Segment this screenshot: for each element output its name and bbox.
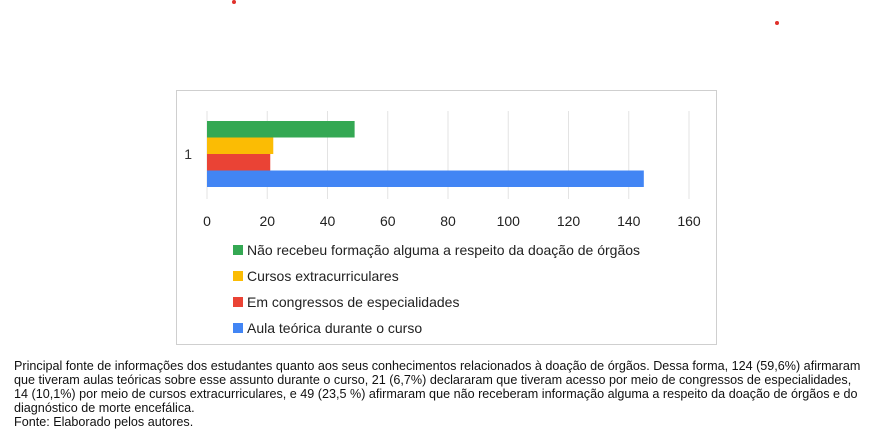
x-tick-label: 160 <box>677 213 701 229</box>
legend-swatch <box>233 297 243 307</box>
legend-item: Em congressos de especialidades <box>233 289 640 315</box>
bar-2 <box>207 137 274 154</box>
x-tick-label: 20 <box>259 213 275 229</box>
legend-item: Não recebeu formação alguma a respeito d… <box>233 237 640 263</box>
x-tick-label: 120 <box>557 213 581 229</box>
legend-swatch <box>233 245 243 255</box>
figure-caption: Principal fonte de informações dos estud… <box>14 359 864 429</box>
x-tick-label: 40 <box>320 213 336 229</box>
legend-swatch <box>233 323 243 333</box>
bar-3 <box>207 154 271 171</box>
red-marker-dot <box>775 21 779 25</box>
legend-item: Cursos extracurriculares <box>233 263 640 289</box>
chart-frame: 0 20 40 60 80 100 120 140 160 1 Não recebeu forma… <box>176 90 717 345</box>
chart-legend: Não recebeu formação alguma a respeito d… <box>233 237 640 341</box>
x-tick-label: 140 <box>617 213 641 229</box>
legend-swatch <box>233 271 243 281</box>
bar-chart: 0 20 40 60 80 100 120 140 160 1 <box>184 111 701 229</box>
caption-text: Principal fonte de informações dos estud… <box>14 359 861 415</box>
x-tick-label: 80 <box>440 213 456 229</box>
legend-item: Aula teórica durante o curso <box>233 315 640 341</box>
caption-source: Fonte: Elaborado pelos autores. <box>14 415 194 429</box>
bar-1 <box>207 121 355 138</box>
x-tick-label: 60 <box>380 213 396 229</box>
x-tick-label: 0 <box>203 213 211 229</box>
red-marker-dot <box>232 0 236 4</box>
bar-4 <box>207 170 644 187</box>
legend-label: Cursos extracurriculares <box>247 268 399 284</box>
legend-label: Em congressos de especialidades <box>247 294 460 310</box>
legend-label: Aula teórica durante o curso <box>247 320 423 336</box>
x-tick-label: 100 <box>497 213 521 229</box>
y-category-label: 1 <box>184 146 192 162</box>
legend-label: Não recebeu formação alguma a respeito d… <box>247 242 641 258</box>
